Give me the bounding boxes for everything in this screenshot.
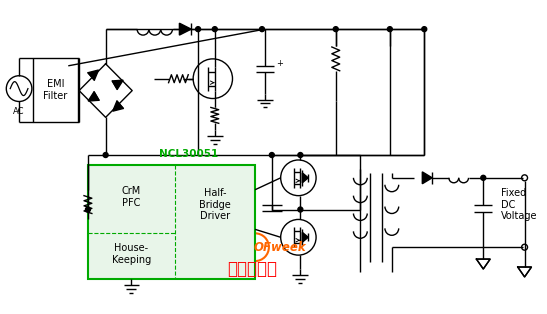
Circle shape (298, 207, 303, 212)
Circle shape (422, 27, 427, 32)
Polygon shape (112, 80, 123, 89)
Text: House-
Keeping: House- Keeping (112, 243, 151, 265)
Polygon shape (302, 173, 308, 183)
Polygon shape (113, 101, 124, 111)
Circle shape (269, 153, 274, 158)
Polygon shape (302, 232, 308, 242)
Bar (33, 58, 78, 122)
Text: +: + (276, 59, 283, 68)
Polygon shape (88, 92, 99, 101)
Circle shape (481, 175, 486, 180)
Text: EMI
Filter: EMI Filter (43, 79, 68, 101)
Text: CrM
PFC: CrM PFC (122, 186, 141, 208)
Text: Fixed
DC
Voltage: Fixed DC Voltage (501, 188, 538, 221)
Text: AC: AC (13, 107, 25, 116)
Circle shape (196, 27, 201, 32)
Polygon shape (517, 267, 532, 277)
Circle shape (387, 27, 392, 32)
Circle shape (298, 153, 303, 158)
Text: NCL30051: NCL30051 (159, 149, 218, 159)
Text: Half-
Bridge
Driver: Half- Bridge Driver (199, 188, 231, 221)
Circle shape (103, 153, 108, 158)
Text: OFweek: OFweek (253, 241, 306, 254)
Polygon shape (179, 23, 191, 35)
Polygon shape (476, 259, 490, 269)
Polygon shape (88, 70, 98, 80)
Polygon shape (422, 172, 432, 184)
Circle shape (333, 27, 338, 32)
Circle shape (212, 27, 217, 32)
Circle shape (259, 27, 264, 32)
Circle shape (85, 207, 90, 212)
Text: 电子工程网: 电子工程网 (228, 260, 277, 278)
Bar (88, 165, 255, 279)
